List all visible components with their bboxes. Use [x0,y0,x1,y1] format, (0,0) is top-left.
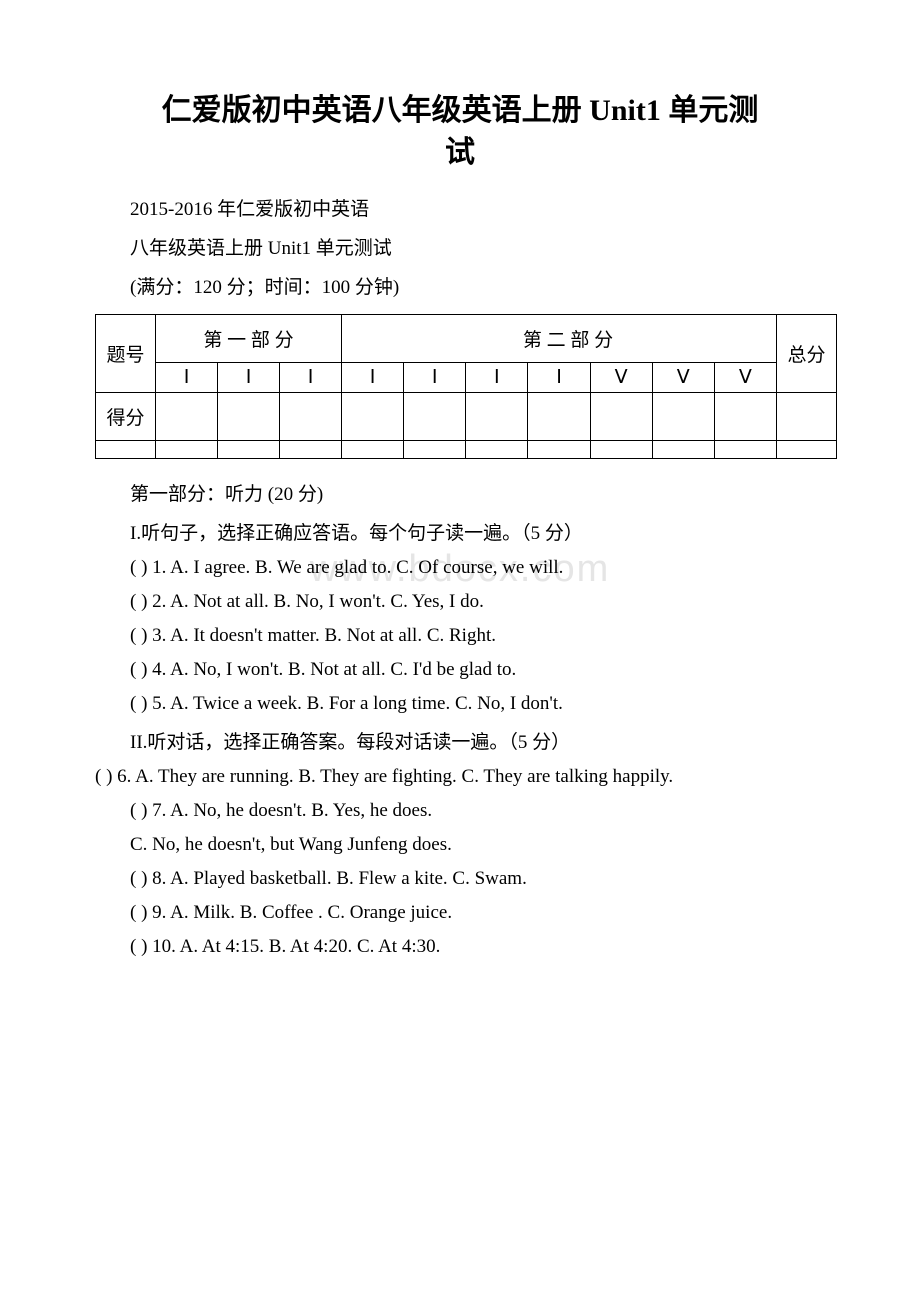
table-cell [466,441,528,459]
table-cell [590,393,652,441]
table-cell [156,393,218,441]
table-cell [777,393,837,441]
table-cell [466,393,528,441]
question-4: ( ) 4. A. No, I won't. B. Not at all. C.… [60,659,860,681]
question-8: ( ) 8. A. Played basketball. B. Flew a k… [60,868,860,890]
question-7b: C. No, he doesn't, but Wang Junfeng does… [60,834,860,856]
question-3: ( ) 3. A. It doesn't matter. B. Not at a… [60,625,860,647]
table-header-number: 题号 [96,315,156,393]
table-cell [714,393,776,441]
table-cell [156,441,218,459]
table-row: Ⅰ Ⅰ Ⅰ Ⅰ Ⅰ Ⅰ Ⅰ Ⅴ Ⅴ Ⅴ [96,363,837,393]
table-cell: Ⅰ [280,363,342,393]
title-line-1: 仁爱版初中英语八年级英语上册 Unit1 单元测 [162,94,759,127]
table-cell [528,393,590,441]
table-cell: Ⅴ [590,363,652,393]
section-2-sub: II.听对话，选择正确答案。每段对话读一遍。（5 分） [60,727,860,754]
question-5: ( ) 5. A. Twice a week. B. For a long ti… [60,693,860,715]
table-cell: Ⅰ [404,363,466,393]
question-7: ( ) 7. A. No, he doesn't. B. Yes, he doe… [60,800,860,822]
table-cell [280,393,342,441]
table-cell: Ⅰ [342,363,404,393]
table-cell: Ⅰ [528,363,590,393]
table-score-label: 得分 [96,393,156,441]
score-table: 题号 第 一 部 分 第 二 部 分 总分 Ⅰ Ⅰ Ⅰ Ⅰ Ⅰ Ⅰ Ⅰ Ⅴ Ⅴ … [95,314,837,459]
table-cell: Ⅰ [218,363,280,393]
table-cell [652,393,714,441]
subtitle-3: (满分：120 分；时间：100 分钟) [60,272,860,299]
table-cell [218,441,280,459]
table-header-part2: 第 二 部 分 [342,315,777,363]
question-10: ( ) 10. A. At 4:15. B. At 4:20. C. At 4:… [60,936,860,958]
table-cell [342,393,404,441]
table-row [96,441,837,459]
title-line-2: 试 [445,136,475,169]
document-content: 仁爱版初中英语八年级英语上册 Unit1 单元测 试 2015-2016 年仁爱… [60,90,860,958]
question-1: ( ) 1. A. I agree. B. We are glad to. C.… [60,557,860,579]
table-header-part1: 第 一 部 分 [156,315,342,363]
question-6: ( ) 6. A. They are running. B. They are … [60,766,860,788]
table-cell: Ⅴ [652,363,714,393]
table-cell: Ⅰ [466,363,528,393]
table-cell [404,441,466,459]
table-cell: Ⅴ [714,363,776,393]
question-9: ( ) 9. A. Milk. B. Coffee . C. Orange ju… [60,902,860,924]
table-cell [96,441,156,459]
table-cell [528,441,590,459]
question-2: ( ) 2. A. Not at all. B. No, I won't. C.… [60,591,860,613]
table-cell [777,441,837,459]
table-cell [590,441,652,459]
table-cell [280,441,342,459]
table-header-total: 总分 [777,315,837,393]
table-cell [404,393,466,441]
table-cell: Ⅰ [156,363,218,393]
table-row: 题号 第 一 部 分 第 二 部 分 总分 [96,315,837,363]
section-1-header: 第一部分：听力 (20 分) [60,479,860,506]
subtitle-1: 2015-2016 年仁爱版初中英语 [60,194,860,221]
table-cell [652,441,714,459]
table-row: 得分 [96,393,837,441]
table-cell [342,441,404,459]
table-cell [714,441,776,459]
section-1-sub: I.听句子，选择正确应答语。每个句子读一遍。（5 分） [60,518,860,545]
document-title: 仁爱版初中英语八年级英语上册 Unit1 单元测 试 [60,90,860,174]
table-cell [218,393,280,441]
subtitle-2: 八年级英语上册 Unit1 单元测试 [60,233,860,260]
